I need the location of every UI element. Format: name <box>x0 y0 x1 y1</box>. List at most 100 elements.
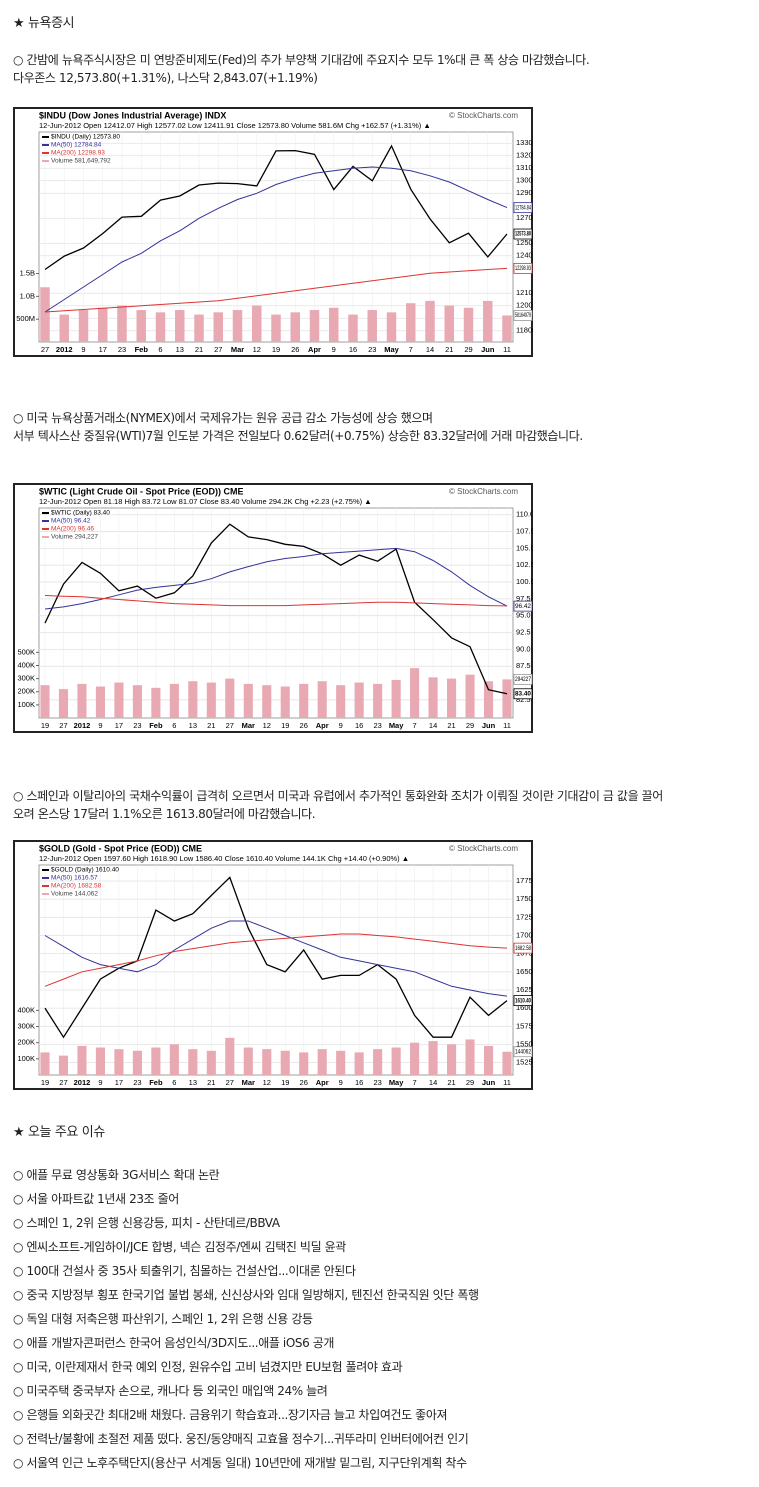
volume-bar <box>252 305 262 342</box>
y-tick-label: 1600 <box>516 1003 533 1012</box>
y-tick-label: 1575 <box>516 1021 533 1030</box>
x-tick-label: 23 <box>133 1078 141 1087</box>
volume-bar <box>410 668 420 718</box>
x-tick-label: 23 <box>118 345 126 354</box>
x-tick-label: 17 <box>115 721 123 730</box>
issue: ○ 서울 아파트값 1년새 23조 줄어 <box>13 1192 179 1206</box>
volume-bar <box>447 678 457 718</box>
y2-tick-label: 300K <box>17 1022 35 1031</box>
x-tick-label: 17 <box>115 1078 123 1087</box>
y2-tick-label: 100K <box>17 700 35 709</box>
volume-bar <box>40 1052 50 1075</box>
volume-bar <box>428 677 438 718</box>
volume-bar <box>151 1047 161 1075</box>
moving-average-line <box>44 595 508 607</box>
volume-bar <box>77 683 87 718</box>
x-tick-label: 27 <box>214 345 222 354</box>
legend-entry: MA(50) 12784.84 <box>51 142 102 149</box>
stock-chart: $INDU (Dow Jones Industrial Average) IND… <box>13 107 533 357</box>
volume-bar <box>40 685 50 718</box>
y-tick-label: 12000 <box>516 301 533 310</box>
x-tick-label: 29 <box>466 721 474 730</box>
volume-bar <box>354 682 364 718</box>
volume-bar <box>98 307 108 342</box>
end-value-box <box>513 688 533 700</box>
volume-bar <box>225 678 235 718</box>
x-tick-label: 26 <box>300 721 308 730</box>
volume-bar <box>391 679 401 718</box>
paragraph-line: ○ 스페인과 이탈리아의 국채수익률이 급격히 오르면서 미국과 유럽에서 추가… <box>13 789 663 803</box>
x-tick-label: 19 <box>281 721 289 730</box>
volume-bar <box>243 1047 253 1075</box>
volume-bar <box>188 1049 198 1075</box>
x-tick-label: 27 <box>226 1078 234 1087</box>
x-tick-label: Jun <box>481 345 495 354</box>
volume-bar <box>95 686 105 718</box>
volume-bar <box>317 1049 327 1075</box>
y-tick-label: 105.0 <box>516 543 533 552</box>
x-tick-label: 9 <box>339 721 343 730</box>
volume-bar <box>169 1044 179 1075</box>
x-tick-label: 9 <box>81 345 85 354</box>
volume-bar <box>309 310 320 342</box>
legend-entry: $WTIC (Daily) 83.40 <box>51 510 110 517</box>
volume-bar <box>410 1042 420 1075</box>
moving-average-line <box>44 933 508 987</box>
x-tick-label: Mar <box>242 721 255 730</box>
volume-bar <box>114 682 124 718</box>
y-tick-label: 110.0 <box>516 510 533 519</box>
x-tick-label: 21 <box>447 721 455 730</box>
x-tick-label: 27 <box>59 721 67 730</box>
volume-bar <box>317 681 327 718</box>
paragraph-line: ○ 미국 뉴욕상품거래소(NYMEX)에서 국제유가는 원유 공급 감소 가능성… <box>13 411 433 425</box>
volume-bar <box>299 1052 309 1075</box>
volume-bar <box>280 1050 290 1075</box>
x-tick-label: 7 <box>413 721 417 730</box>
x-tick-label: 13 <box>189 1078 197 1087</box>
stock-chart: $WTIC (Light Crude Oil - Spot Price (EOD… <box>13 483 533 733</box>
x-tick-label: May <box>389 1078 404 1087</box>
volume-bar <box>348 314 358 342</box>
y2-tick-label: 200K <box>17 687 35 696</box>
volume-bar <box>465 674 475 718</box>
x-tick-label: 14 <box>429 721 437 730</box>
volume-bar <box>40 287 50 342</box>
y-tick-label: 95.0 <box>516 611 531 620</box>
volume-bar <box>206 682 216 718</box>
volume-bar <box>444 305 454 342</box>
volume-bar <box>271 314 281 342</box>
y-tick-label: 1775 <box>516 876 533 885</box>
volume-bar <box>502 1051 512 1075</box>
y-tick-label: 100.0 <box>516 577 533 586</box>
y-tick-label: 107.5 <box>516 527 533 536</box>
volume-bar <box>117 305 127 342</box>
x-tick-label: 16 <box>355 1078 363 1087</box>
end-value-box <box>513 228 533 240</box>
end-value-box <box>513 202 533 214</box>
moving-average-line <box>44 267 508 313</box>
paragraph-line: 서부 텍사스산 중질유(WTI)7월 인도분 가격은 전일보다 0.62달러(+… <box>13 429 583 443</box>
legend-entry: MA(200) 12298.93 <box>51 150 105 157</box>
watermark: © StockCharts.com <box>449 844 518 853</box>
x-tick-label: 21 <box>207 721 215 730</box>
end-value-label: 1682.58 <box>515 945 531 952</box>
x-tick-label: May <box>384 345 399 354</box>
paragraph-line: 다우존스 12,573.80(+1.31%), 나스닥 2,843.07(+1.… <box>13 71 318 85</box>
x-tick-label: 21 <box>207 1078 215 1087</box>
end-value-box <box>513 942 533 954</box>
x-tick-label: Apr <box>316 1078 329 1087</box>
y2-tick-label: 400K <box>17 660 35 669</box>
price-line <box>44 876 508 1039</box>
x-tick-label: 19 <box>272 345 280 354</box>
volume-bar <box>58 689 69 718</box>
volume-bar <box>136 310 146 342</box>
volume-bar <box>59 314 69 342</box>
end-value-box <box>513 262 533 274</box>
legend-entry: Volume 144,062 <box>51 891 98 898</box>
y-tick-label: 1550 <box>516 1039 533 1048</box>
x-tick-label: 27 <box>59 1078 67 1087</box>
end-value-label: 1610.40 <box>515 997 531 1004</box>
y-tick-label: 82.5 <box>516 695 531 704</box>
volume-bar <box>155 312 166 342</box>
y-tick-label: 87.5 <box>516 661 531 670</box>
